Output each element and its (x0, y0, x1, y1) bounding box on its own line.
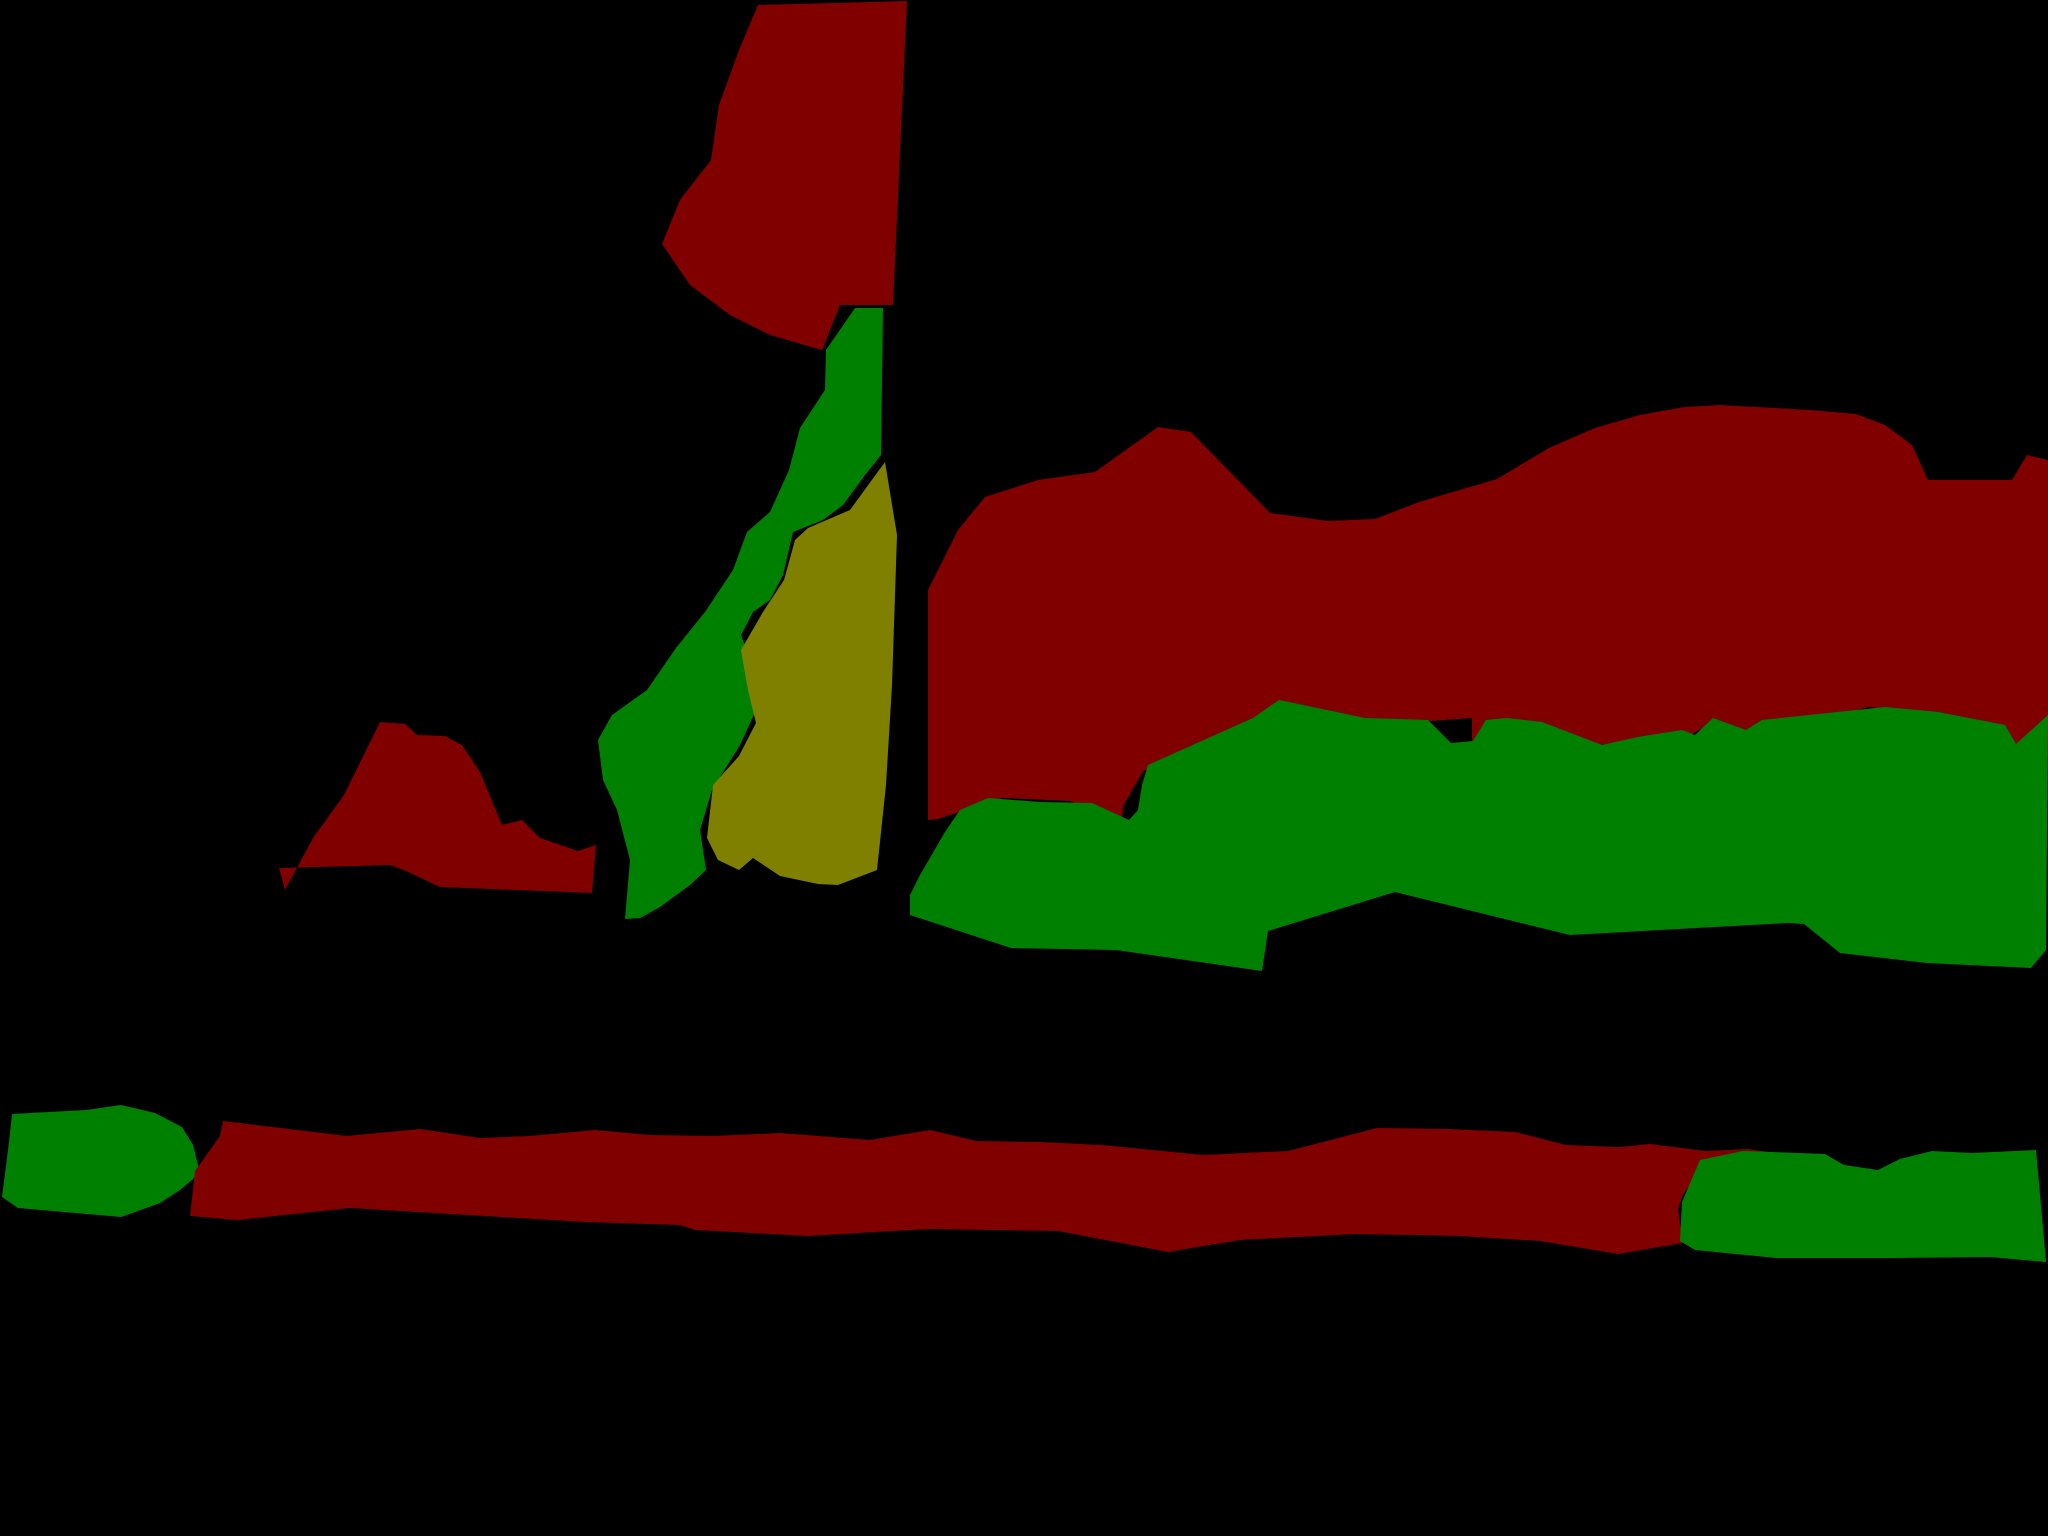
region-olive-tall-strip (707, 462, 897, 885)
region-green-large-right (910, 700, 2048, 971)
region-green-small-lower-left (2, 1105, 200, 1217)
region-red-upper-tall (662, 1, 907, 350)
region-red-small-left (279, 722, 596, 893)
region-red-long-band (190, 1121, 1798, 1254)
region-green-lower-right (1680, 1150, 2046, 1262)
region-red-large-right (928, 405, 2048, 822)
region-green-tall-strip (598, 308, 883, 919)
